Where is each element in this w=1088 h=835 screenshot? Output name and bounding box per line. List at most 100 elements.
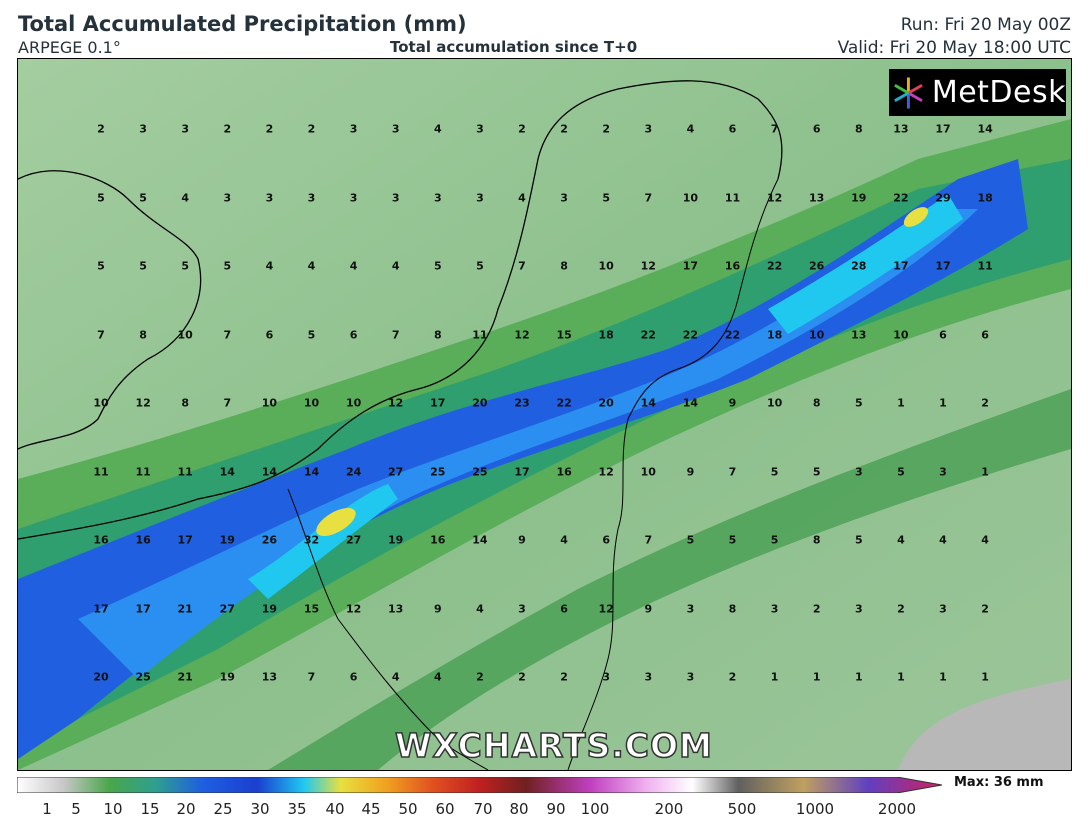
grid-value: 5 — [97, 191, 105, 204]
grid-value: 6 — [560, 602, 568, 615]
max-label: Max: 36 mm — [954, 775, 1044, 790]
grid-value: 4 — [433, 670, 442, 684]
grid-value: 3 — [265, 191, 274, 204]
grid-value: 4 — [181, 191, 190, 204]
grid-value: 8 — [728, 602, 737, 615]
grid-value: 5 — [770, 465, 779, 478]
grid-value: 14 — [640, 396, 656, 410]
grid-value: 19 — [219, 533, 235, 547]
grid-value: 4 — [433, 122, 442, 136]
border-line — [567, 178, 779, 770]
grid-value: 6 — [981, 328, 989, 341]
grid-value: 29 — [935, 191, 951, 204]
grid-value: 10 — [682, 191, 699, 204]
grid-value: 1 — [812, 670, 821, 684]
logo-text: MetDesk — [931, 75, 1066, 110]
colorbar-tick-label: 30 — [250, 800, 270, 818]
grid-value: 17 — [893, 259, 909, 273]
grid-value: 3 — [391, 122, 400, 136]
colorbar-tick-label: 2000 — [877, 800, 917, 818]
grid-value: 6 — [349, 328, 358, 341]
grid-value: 5 — [433, 259, 442, 273]
grid-value: 10 — [598, 259, 614, 273]
grid-value: 3 — [181, 122, 190, 136]
grid-value: 5 — [181, 259, 190, 273]
grid-value: 22 — [640, 328, 656, 341]
grid-value: 1 — [981, 670, 989, 684]
colorbar-tick-label: 70 — [473, 800, 493, 818]
grid-value: 6 — [728, 122, 737, 136]
grid-value: 11 — [977, 259, 993, 273]
grid-value: 17 — [682, 259, 699, 273]
grid-value: 11 — [177, 465, 193, 478]
grid-value: 2 — [518, 670, 526, 684]
grid-value: 6 — [939, 328, 947, 341]
grid-value: 4 — [307, 259, 316, 273]
grid-value: 2 — [602, 122, 611, 136]
grid-value: 6 — [349, 670, 358, 684]
colorbar-tick-label: 5 — [71, 800, 81, 818]
grid-value: 16 — [430, 533, 446, 547]
colorbar-tick-label: 1 — [42, 800, 52, 818]
colorbar-tick-label: 500 — [727, 800, 757, 818]
grid-value: 7 — [223, 328, 232, 341]
grid-value: 9 — [644, 602, 653, 615]
colorbar-tick-label: 200 — [654, 800, 684, 818]
grid-value: 7 — [644, 533, 653, 547]
valid-time: Valid: Fri 20 May 18:00 UTC — [837, 38, 1071, 58]
grid-value: 7 — [307, 670, 316, 684]
grid-value: 9 — [518, 533, 526, 547]
grid-value: 9 — [686, 465, 695, 478]
grid-value: 32 — [303, 533, 320, 547]
run-time: Run: Fri 20 May 00Z — [900, 15, 1071, 35]
grid-value: 13 — [851, 328, 867, 341]
grid-value: 22 — [766, 259, 783, 273]
grid-value: 12 — [766, 191, 783, 204]
grid-value: 6 — [265, 328, 274, 341]
grid-value: 2 — [223, 122, 232, 136]
colorbar-tick-label: 45 — [361, 800, 381, 818]
grid-value: 27 — [388, 465, 404, 478]
precipitation-map — [17, 58, 1072, 771]
grid-value: 18 — [598, 328, 614, 341]
grid-value: 20 — [472, 396, 488, 410]
grid-value: 2 — [897, 602, 905, 615]
grid-value: 3 — [686, 670, 695, 684]
grid-value: 5 — [686, 533, 695, 547]
max-core-east — [903, 207, 929, 227]
grid-value: 13 — [388, 602, 404, 615]
grid-value: 4 — [897, 533, 905, 547]
grid-value: 14 — [977, 122, 993, 136]
grid-value: 2 — [560, 122, 568, 136]
grid-value: 4 — [391, 670, 400, 684]
grid-value: 17 — [935, 259, 951, 273]
grid-value: 5 — [897, 465, 905, 478]
colorbar-tick-label: 90 — [546, 800, 566, 818]
grid-value: 17 — [177, 533, 193, 547]
grid-value: 4 — [265, 259, 274, 273]
grid-value: 5 — [602, 191, 611, 204]
map-canvas — [18, 59, 1071, 770]
grid-value: 1 — [939, 396, 947, 410]
colorbar-tick-label: 1000 — [795, 800, 835, 818]
grid-value: 19 — [388, 533, 404, 547]
chart-title: Total Accumulated Precipitation (mm) — [18, 12, 467, 36]
grid-value: 5 — [139, 191, 147, 204]
grid-value: 8 — [812, 533, 821, 547]
cyan-core-east — [768, 194, 963, 334]
grid-value: 4 — [518, 191, 526, 204]
grid-value: 19 — [219, 670, 235, 684]
border-line-south — [287, 488, 489, 770]
grid-value: 19 — [261, 602, 278, 615]
grid-value: 3 — [307, 191, 316, 204]
grid-value: 3 — [139, 122, 147, 136]
grid-value: 16 — [724, 259, 741, 273]
grid-value: 7 — [518, 259, 526, 273]
grid-value: 2 — [560, 670, 568, 684]
colorbar-tick-label: 35 — [287, 800, 307, 818]
grid-value: 12 — [135, 396, 151, 410]
grid-value: 10 — [809, 328, 825, 341]
grid-value: 14 — [219, 465, 235, 478]
coastline-continent — [18, 80, 783, 540]
grid-value: 25 — [135, 670, 151, 684]
